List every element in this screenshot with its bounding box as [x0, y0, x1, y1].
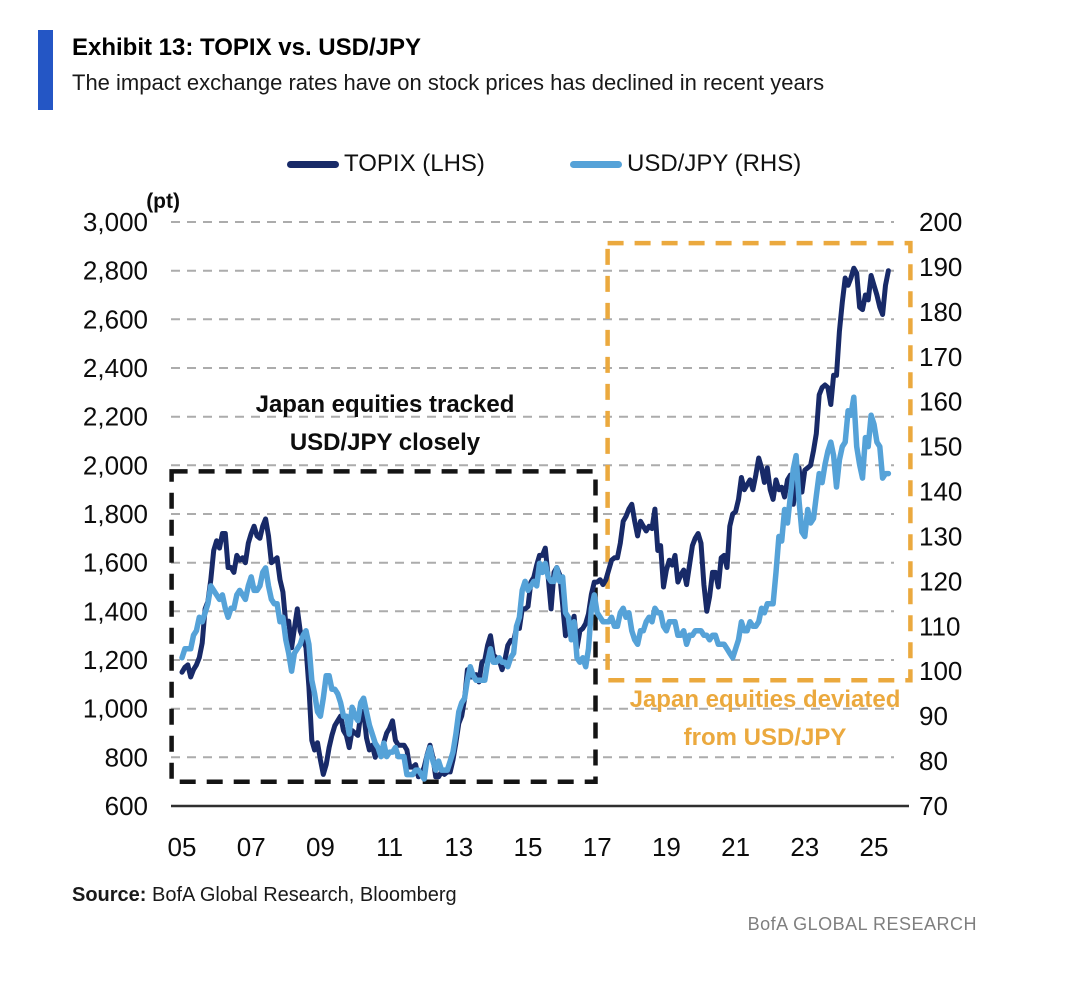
svg-text:1,400: 1,400: [83, 596, 148, 626]
svg-text:110: 110: [919, 611, 960, 641]
svg-text:05: 05: [168, 832, 197, 862]
svg-text:25: 25: [860, 832, 889, 862]
svg-text:130: 130: [919, 522, 962, 552]
legend-label-usdjpy: USD/JPY (RHS): [627, 150, 802, 177]
usdjpy-line-swatch: [570, 160, 622, 168]
svg-text:140: 140: [919, 477, 962, 507]
svg-text:13: 13: [444, 832, 473, 862]
svg-text:2,000: 2,000: [83, 450, 148, 480]
annotation-tracked-line2: USD/JPY closely: [289, 429, 481, 456]
svg-text:1,000: 1,000: [83, 694, 148, 724]
topix-line-swatch: [287, 160, 339, 168]
svg-text:800: 800: [105, 742, 148, 772]
svg-text:2,800: 2,800: [83, 256, 148, 286]
annotation-deviated-line1: Japan equities deviated: [629, 686, 901, 713]
annotation-deviated-line2: from USD/JPY: [683, 724, 847, 751]
svg-text:19: 19: [652, 832, 681, 862]
svg-text:1,200: 1,200: [83, 645, 148, 675]
svg-text:09: 09: [306, 832, 335, 862]
exhibit-title: Exhibit 13: TOPIX vs. USD/JPY: [72, 34, 422, 61]
source-label: Source:: [72, 884, 147, 906]
svg-text:120: 120: [919, 566, 962, 596]
svg-text:170: 170: [919, 342, 962, 372]
legend-label-topix: TOPIX (LHS): [344, 150, 485, 177]
svg-text:180: 180: [919, 297, 962, 327]
title-accent-bar: [38, 30, 53, 110]
annotation-tracked-line1: Japan equities tracked: [255, 391, 515, 418]
svg-text:200: 200: [919, 207, 962, 237]
source-text: BofA Global Research, Bloomberg: [146, 884, 457, 906]
svg-text:100: 100: [919, 656, 962, 686]
svg-text:21: 21: [721, 832, 750, 862]
svg-text:2,600: 2,600: [83, 304, 148, 334]
svg-text:80: 80: [919, 746, 948, 776]
svg-text:07: 07: [237, 832, 266, 862]
svg-text:190: 190: [919, 252, 962, 282]
annotation-deviated-period: Japan equities deviated from USD/JPY: [600, 681, 930, 757]
svg-text:2,400: 2,400: [83, 353, 148, 383]
svg-text:150: 150: [919, 432, 962, 462]
svg-text:3,000: 3,000: [83, 207, 148, 237]
exhibit-subtitle: The impact exchange rates have on stock …: [72, 70, 825, 95]
svg-text:90: 90: [919, 701, 948, 731]
svg-text:1,600: 1,600: [83, 548, 148, 578]
svg-text:160: 160: [919, 387, 962, 417]
annotation-tracked-period: Japan equities tracked USD/JPY closely: [215, 386, 555, 462]
svg-text:17: 17: [583, 832, 612, 862]
svg-text:23: 23: [790, 832, 819, 862]
legend-item-topix: TOPIX (LHS): [287, 148, 485, 180]
footer-brand: BofA GLOBAL RESEARCH: [747, 914, 977, 934]
legend-item-usdjpy: USD/JPY (RHS): [570, 148, 801, 180]
svg-text:15: 15: [514, 832, 543, 862]
svg-text:11: 11: [376, 832, 403, 862]
svg-text:70: 70: [919, 791, 948, 821]
svg-text:2,200: 2,200: [83, 402, 148, 432]
source-line: Source: BofA Global Research, Bloomberg: [72, 884, 457, 907]
chart-legend: TOPIX (LHS) USD/JPY (RHS): [0, 148, 1066, 180]
svg-text:600: 600: [105, 791, 148, 821]
svg-text:(pt): (pt): [146, 190, 180, 213]
svg-text:1,800: 1,800: [83, 499, 148, 529]
